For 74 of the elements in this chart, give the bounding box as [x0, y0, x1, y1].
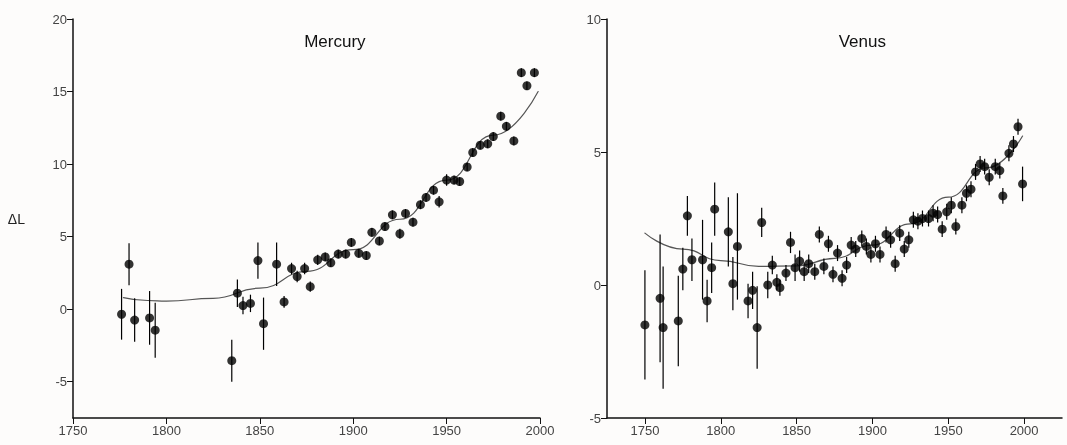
point [300, 264, 310, 274]
y-tick-label: 20 [52, 11, 67, 27]
y-tick-label: 15 [52, 84, 67, 100]
x-tick-label: 1900 [338, 423, 368, 438]
text: Venus [838, 32, 886, 51]
point [333, 249, 343, 259]
point [124, 259, 134, 269]
y-tick-label: 10 [586, 11, 601, 27]
point [245, 298, 255, 308]
point [483, 139, 493, 149]
point [361, 251, 371, 260]
point [516, 68, 526, 78]
x-tick-label: 1800 [151, 423, 181, 438]
point [496, 111, 506, 121]
point [421, 192, 431, 202]
point [395, 229, 405, 239]
point [238, 301, 248, 311]
y-tick-label: 10 [52, 156, 67, 172]
point [529, 68, 539, 78]
point [354, 248, 364, 258]
point [346, 237, 356, 247]
x-tick-label: 1850 [245, 423, 275, 438]
x-tick-label: 1950 [432, 423, 462, 438]
text: Mercury [304, 32, 367, 51]
y-axis-title: ΔL [7, 210, 26, 227]
point [468, 147, 478, 157]
point [488, 132, 498, 142]
point [429, 185, 439, 195]
point [326, 258, 336, 268]
x-tick-label: 1750 [58, 423, 88, 438]
x-tick-label: 2000 [1009, 423, 1039, 438]
point [150, 325, 160, 335]
point [522, 81, 532, 91]
point [475, 140, 485, 150]
point [232, 288, 242, 298]
point [313, 255, 323, 265]
point [253, 256, 263, 266]
point [367, 227, 377, 237]
point [259, 319, 269, 329]
x-tick-label: 1800 [706, 423, 736, 438]
point [305, 282, 315, 292]
point [434, 197, 444, 207]
y-tick-label: -5 [55, 374, 67, 390]
point [462, 162, 472, 172]
point [279, 297, 289, 307]
point [442, 175, 452, 185]
y-tick-label: 0 [593, 277, 601, 293]
point [455, 177, 465, 186]
point [415, 200, 425, 210]
point [272, 259, 282, 269]
point [130, 315, 140, 325]
point [320, 252, 330, 262]
point [227, 356, 237, 366]
point [292, 272, 302, 282]
x-tick-label: 1850 [782, 423, 812, 438]
point [341, 249, 351, 259]
y-tick-label: -5 [589, 410, 601, 426]
point [387, 210, 397, 220]
y-tick-label: 5 [593, 144, 601, 160]
point [509, 136, 519, 146]
point [117, 309, 127, 319]
y-tick-label: 0 [59, 301, 67, 317]
point [374, 236, 384, 246]
x-tick-label: 2000 [525, 423, 555, 438]
y-tick-label: 5 [59, 229, 67, 245]
line-series [122, 90, 539, 302]
point [287, 264, 297, 274]
point [501, 121, 511, 131]
point [380, 221, 390, 231]
x-tick-label: 1750 [630, 423, 660, 438]
point [145, 313, 155, 323]
point [408, 217, 418, 227]
x-tick-label: 1900 [857, 423, 887, 438]
x-tick-label: 1950 [933, 423, 963, 438]
